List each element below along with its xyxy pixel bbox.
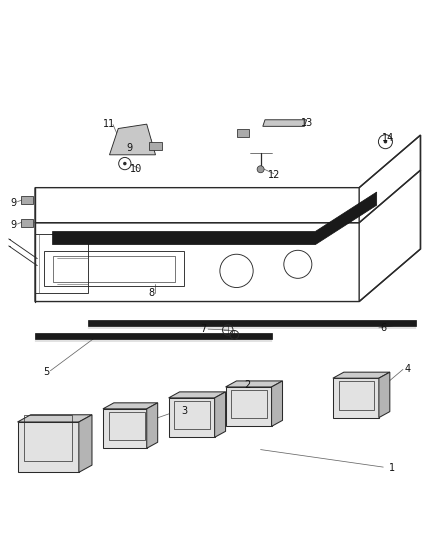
Polygon shape <box>35 333 272 339</box>
Polygon shape <box>169 398 215 437</box>
Polygon shape <box>263 120 307 126</box>
Text: 6: 6 <box>380 323 386 333</box>
Polygon shape <box>237 129 249 137</box>
Circle shape <box>257 166 264 173</box>
Polygon shape <box>379 372 390 418</box>
Text: 9: 9 <box>10 220 16 230</box>
Circle shape <box>119 157 131 169</box>
Polygon shape <box>103 403 158 409</box>
Polygon shape <box>79 415 92 472</box>
Text: 8: 8 <box>148 288 154 298</box>
Polygon shape <box>333 372 390 378</box>
Polygon shape <box>53 192 377 245</box>
Text: 9: 9 <box>126 143 132 154</box>
Polygon shape <box>88 320 416 326</box>
Polygon shape <box>18 415 92 422</box>
Polygon shape <box>103 409 147 448</box>
Circle shape <box>378 135 392 149</box>
Text: 4: 4 <box>404 365 410 374</box>
Polygon shape <box>272 381 283 426</box>
Polygon shape <box>169 392 226 398</box>
Polygon shape <box>226 381 283 387</box>
Polygon shape <box>21 219 33 227</box>
Polygon shape <box>149 142 162 150</box>
Polygon shape <box>226 387 272 426</box>
Polygon shape <box>110 124 155 155</box>
Text: 9: 9 <box>10 198 16 208</box>
Polygon shape <box>18 422 79 472</box>
Text: 3: 3 <box>181 406 187 416</box>
Text: 12: 12 <box>268 169 280 180</box>
Text: 10: 10 <box>130 164 142 174</box>
Polygon shape <box>147 403 158 448</box>
Text: 7: 7 <box>201 324 207 334</box>
Text: 5: 5 <box>43 367 49 377</box>
Text: 11: 11 <box>103 119 116 128</box>
Text: 1: 1 <box>389 463 395 473</box>
Text: 14: 14 <box>381 133 394 143</box>
Text: 13: 13 <box>300 118 313 128</box>
Circle shape <box>123 162 127 165</box>
Text: 2: 2 <box>244 379 251 390</box>
Polygon shape <box>215 392 226 437</box>
Polygon shape <box>333 378 379 418</box>
Polygon shape <box>21 196 33 204</box>
Circle shape <box>384 140 387 143</box>
